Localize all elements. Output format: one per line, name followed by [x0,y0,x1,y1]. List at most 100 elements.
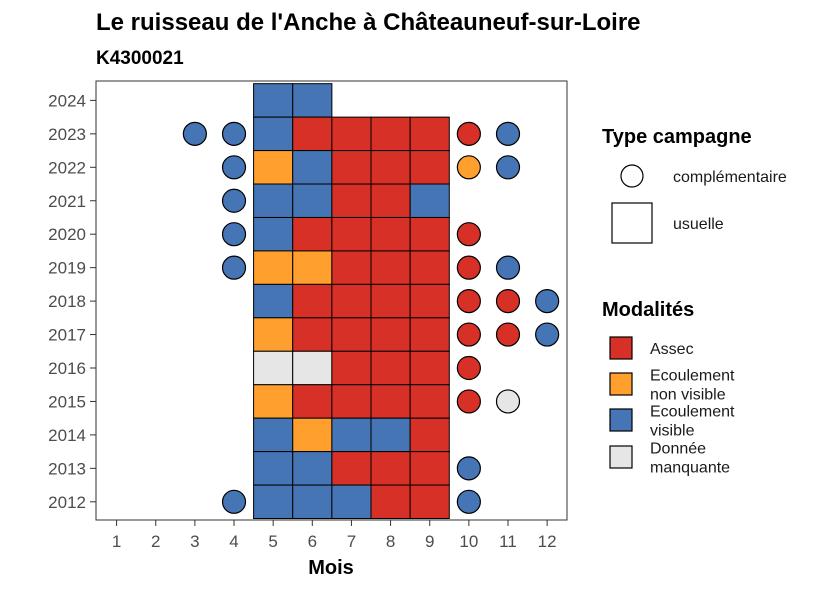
point-2019-11 [495,255,521,280]
point-2023-4 [221,121,247,146]
point-2016-10 [456,355,481,381]
tile-2022-7 [331,150,372,185]
legend-swatch-2 [609,408,633,432]
tile-2020-6 [292,216,333,252]
x-tick-label: 8 [386,532,395,551]
legend-modalite-label: non visible [650,387,726,404]
tile-2019-7 [331,250,372,285]
tile-2018-8 [370,283,411,319]
legend-square-label: usuelle [673,216,724,233]
tile-2021-9 [409,183,450,218]
legend-modalite-label: Donnée [650,441,706,458]
tile-2019-5 [253,250,294,285]
x-axis-label: Mois [308,557,354,579]
legend-modalite-label: Ecoulement [650,404,735,421]
y-tick-label: 2023 [48,125,86,144]
y-tick-label: 2013 [48,459,86,478]
tile-2015-7 [331,384,372,419]
point-2017-12 [535,322,560,347]
tile-2015-5 [253,384,294,419]
tile-2012-8 [370,484,411,520]
point-2012-4 [221,489,247,514]
tile-2013-8 [370,451,411,486]
point-2022-4 [221,155,247,180]
y-tick-label: 2016 [48,359,86,378]
y-axis: 2012 2013 2014 2015 2016 2017 2018 2019 2020 2021… [48,91,96,512]
point-2012-10 [456,489,481,514]
point-2022-11 [495,155,521,180]
tile-2021-6 [292,183,333,218]
x-tick-label: 7 [347,532,356,551]
tile-2016-9 [409,350,450,386]
legend-swatch-1 [609,372,633,396]
legend-modalite-label: Assec [650,341,694,358]
tile-2018-7 [331,283,372,319]
tile-2018-6 [292,283,333,319]
legend-swatch-0 [609,336,633,360]
legend-modalite-label: manquante [650,460,730,477]
tile-2023-6 [292,116,333,152]
tile-2017-5 [253,317,294,352]
y-tick-label: 2015 [48,392,86,411]
tile-2022-5 [253,150,294,185]
tile-2015-6 [292,384,333,419]
tile-2020-8 [370,216,411,252]
point-2023-11 [495,121,521,146]
legend-modalite-label: Ecoulement [650,368,735,385]
point-2018-11 [495,289,521,314]
tile-2019-8 [370,250,411,285]
y-tick-label: 2019 [48,259,86,278]
tile-2020-5 [253,216,294,252]
tile-2014-8 [370,417,411,453]
point-2019-10 [456,255,481,280]
tile-2015-9 [409,384,450,419]
point-2023-3 [182,121,207,146]
tile-2013-5 [253,451,294,486]
tile-2014-7 [331,417,372,453]
point-2017-10 [456,322,481,347]
x-tick-label: 3 [190,532,199,551]
y-tick-label: 2012 [48,493,86,512]
tile-2023-9 [409,116,450,152]
tile-2020-7 [331,216,372,252]
tile-2023-5 [253,116,294,152]
tile-2012-6 [292,484,333,520]
x-tick-label: 12 [538,532,557,551]
point-2015-10 [456,389,481,414]
x-tick-label: 5 [268,532,277,551]
tile-2018-5 [253,283,294,319]
y-tick-label: 2022 [48,158,86,177]
tile-2020-9 [409,216,450,252]
x-tick-label: 10 [459,532,478,551]
legend-type-title: Type campagne [602,126,752,148]
point-2018-10 [456,289,481,314]
y-tick-label: 2014 [48,426,86,445]
point-2022-10 [456,155,481,180]
x-axis: 1 2 3 4 5 6 7 8 9 10 11 12 [112,520,557,551]
point-2017-11 [495,322,521,347]
tile-2012-7 [331,484,372,520]
tile-2013-9 [409,451,450,486]
tile-2017-9 [409,317,450,352]
tile-2019-9 [409,250,450,285]
y-tick-label: 2020 [48,225,86,244]
tile-2021-5 [253,183,294,218]
point-2020-4 [221,222,247,247]
tile-2021-7 [331,183,372,218]
tile-2016-7 [331,350,372,386]
tile-2013-7 [331,451,372,486]
legend-square-swatch [611,202,653,244]
tile-2022-6 [292,150,333,185]
tile-2016-6 [292,350,333,386]
chart-subtitle: K4300021 [96,48,184,69]
x-tick-label: 6 [308,532,317,551]
tile-2017-6 [292,317,333,352]
tile-2022-8 [370,150,411,185]
tile-2014-6 [292,417,333,453]
tile-2012-9 [409,484,450,520]
point-2020-10 [456,222,481,247]
point-2013-10 [456,456,481,481]
x-tick-label: 4 [229,532,238,551]
x-tick-label: 2 [151,532,160,551]
x-tick-label: 9 [425,532,434,551]
